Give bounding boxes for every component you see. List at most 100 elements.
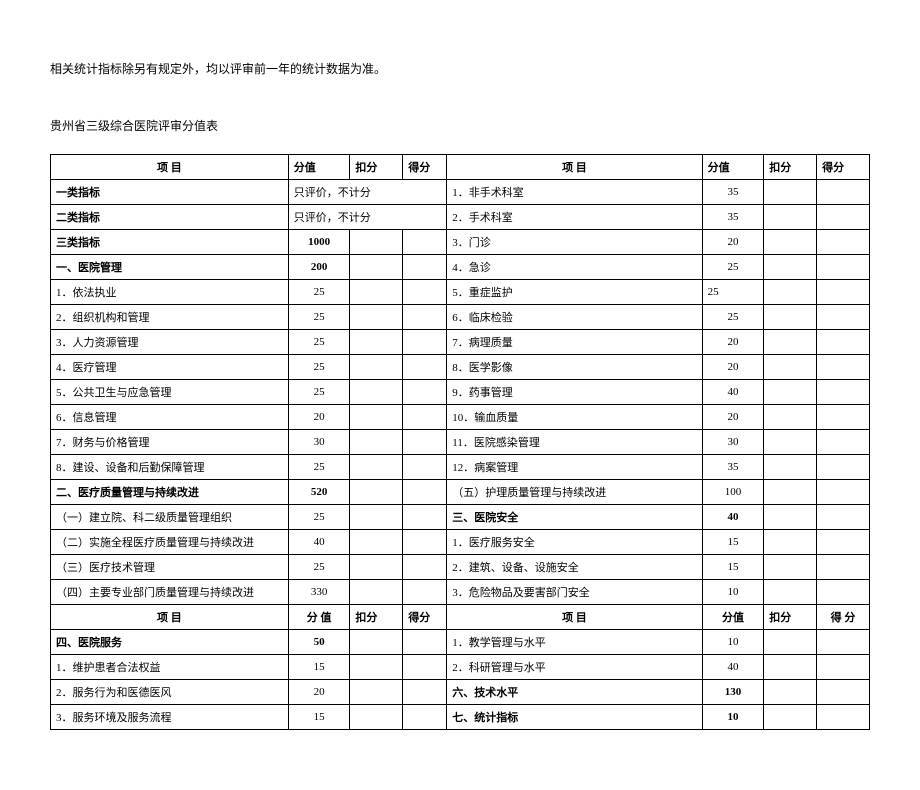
cell-deduct [764, 330, 817, 355]
cell-item: 9．药事管理 [447, 380, 702, 405]
cell-deduct [764, 430, 817, 455]
cell-score: 35 [702, 205, 764, 230]
cell-item: 六、技术水平 [447, 680, 702, 705]
table-row: （二）实施全程医疗质量管理与持续改进401．医疗服务安全15 [51, 530, 870, 555]
cell-get [817, 405, 870, 430]
cell-get [403, 655, 447, 680]
cell-score: 330 [288, 580, 350, 605]
cell-score: 20 [702, 355, 764, 380]
subtitle-text: 贵州省三级综合医院评审分值表 [50, 117, 870, 134]
cell-deduct [350, 230, 403, 255]
cell-item: 2．建筑、设备、设施安全 [447, 555, 702, 580]
cell-item: 7．病理质量 [447, 330, 702, 355]
cell-deduct [764, 655, 817, 680]
cell-item: （五）护理质量管理与持续改进 [447, 480, 702, 505]
table-row: 2．服务行为和医德医风20六、技术水平130 [51, 680, 870, 705]
table-row: （三）医疗技术管理252．建筑、设备、设施安全15 [51, 555, 870, 580]
cell-score: 10 [702, 580, 764, 605]
cell-get [403, 505, 447, 530]
cell-score: 25 [288, 330, 350, 355]
cell-item: （二）实施全程医疗质量管理与持续改进 [51, 530, 289, 555]
cell-get [403, 455, 447, 480]
cell-item: 4．医疗管理 [51, 355, 289, 380]
cell-item: 3．门诊 [447, 230, 702, 255]
header-score-right: 分值 [702, 155, 764, 180]
cell-item: 2．组织机构和管理 [51, 305, 289, 330]
cell-get [817, 380, 870, 405]
table-row: 二类指标只评价，不计分2．手术科室35 [51, 205, 870, 230]
table-row: （一）建立院、科二级质量管理组织25三、医院安全40 [51, 505, 870, 530]
cell-score: 20 [702, 405, 764, 430]
header-item-left-2: 项 目 [51, 605, 289, 630]
cell-get [817, 430, 870, 455]
cell-item: 12．病案管理 [447, 455, 702, 480]
cell-deduct [764, 180, 817, 205]
cell-get [817, 580, 870, 605]
header-score-left-2: 分 值 [288, 605, 350, 630]
cell-score: 40 [702, 655, 764, 680]
cell-deduct [350, 355, 403, 380]
header-score-right-2: 分值 [702, 605, 764, 630]
cell-deduct [350, 555, 403, 580]
cell-score: 15 [702, 530, 764, 555]
table-row: 二、医疗质量管理与持续改进520（五）护理质量管理与持续改进100 [51, 480, 870, 505]
header-get-left-2: 得分 [403, 605, 447, 630]
cell-get [403, 280, 447, 305]
cell-item: 二类指标 [51, 205, 289, 230]
cell-get [817, 230, 870, 255]
cell-item: 1．维护患者合法权益 [51, 655, 289, 680]
table-row: 1．维护患者合法权益152．科研管理与水平40 [51, 655, 870, 680]
cell-get [403, 580, 447, 605]
header-get-left: 得分 [403, 155, 447, 180]
table-row: 4．医疗管理258．医学影像20 [51, 355, 870, 380]
cell-item: 七、统计指标 [447, 705, 702, 730]
cell-get [817, 180, 870, 205]
cell-item: 2．手术科室 [447, 205, 702, 230]
table-row: （四）主要专业部门质量管理与持续改进3303．危险物品及要害部门安全10 [51, 580, 870, 605]
cell-score: 130 [702, 680, 764, 705]
cell-score: 只评价，不计分 [288, 205, 446, 230]
table-row: 3．服务环境及服务流程15七、统计指标10 [51, 705, 870, 730]
cell-score: 1000 [288, 230, 350, 255]
cell-deduct [764, 205, 817, 230]
cell-score: 25 [288, 555, 350, 580]
header-deduct-right-2: 扣分 [764, 605, 817, 630]
header-deduct-left: 扣分 [350, 155, 403, 180]
table-row: 6．信息管理2010．输血质量20 [51, 405, 870, 430]
table-row: 1．依法执业255．重症监护25 [51, 280, 870, 305]
cell-deduct [764, 355, 817, 380]
cell-item: 6．信息管理 [51, 405, 289, 430]
cell-score: 25 [288, 305, 350, 330]
cell-score: 35 [702, 455, 764, 480]
cell-score: 30 [288, 430, 350, 455]
cell-score: 15 [288, 655, 350, 680]
table-row: 5．公共卫生与应急管理259．药事管理40 [51, 380, 870, 405]
cell-score: 20 [288, 680, 350, 705]
cell-deduct [764, 305, 817, 330]
header-item-left: 项 目 [51, 155, 289, 180]
cell-get [403, 305, 447, 330]
cell-get [403, 555, 447, 580]
cell-deduct [350, 530, 403, 555]
cell-item: 5．重症监护 [447, 280, 702, 305]
cell-score: 40 [702, 505, 764, 530]
cell-score: 25 [288, 455, 350, 480]
cell-deduct [764, 680, 817, 705]
cell-deduct [764, 405, 817, 430]
cell-item: 三类指标 [51, 230, 289, 255]
cell-item: 5．公共卫生与应急管理 [51, 380, 289, 405]
cell-item: 1．医疗服务安全 [447, 530, 702, 555]
cell-get [817, 455, 870, 480]
cell-item: （四）主要专业部门质量管理与持续改进 [51, 580, 289, 605]
cell-get [817, 280, 870, 305]
header-get-right-2: 得 分 [817, 605, 870, 630]
cell-deduct [764, 255, 817, 280]
cell-get [403, 255, 447, 280]
cell-deduct [350, 330, 403, 355]
cell-score: 100 [702, 480, 764, 505]
cell-deduct [350, 280, 403, 305]
cell-score: 25 [288, 280, 350, 305]
cell-item: 4．急诊 [447, 255, 702, 280]
cell-score: 20 [288, 405, 350, 430]
cell-item: 3．人力资源管理 [51, 330, 289, 355]
